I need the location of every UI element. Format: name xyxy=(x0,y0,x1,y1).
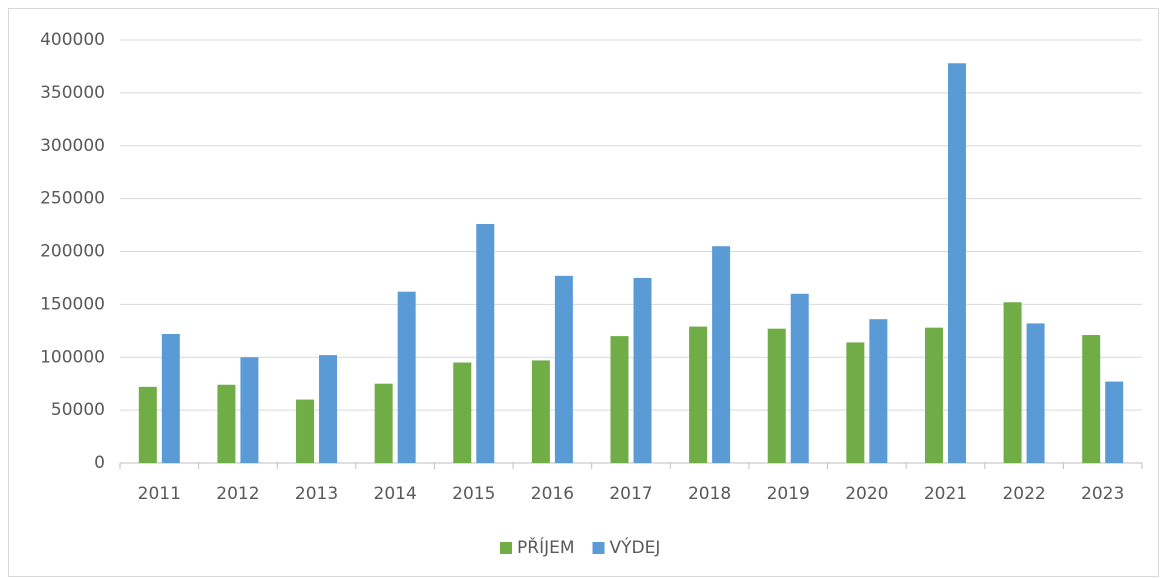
y-tick-label: 0 xyxy=(94,453,105,473)
x-tick-label: 2015 xyxy=(452,484,495,504)
bar xyxy=(296,399,315,463)
bar xyxy=(869,319,888,463)
bar xyxy=(947,63,966,463)
bar xyxy=(476,224,495,463)
bar xyxy=(397,291,416,463)
bar xyxy=(1105,381,1124,463)
bar xyxy=(767,328,786,463)
bar xyxy=(554,275,573,463)
x-tick-label: 2014 xyxy=(374,484,417,504)
x-tick-label: 2013 xyxy=(295,484,338,504)
y-tick-label: 200000 xyxy=(40,242,105,262)
y-tick-label: 50000 xyxy=(51,400,105,420)
legend-label: PŘÍJEM xyxy=(517,536,575,558)
bar xyxy=(1003,302,1022,463)
x-tick-label: 2020 xyxy=(845,484,888,504)
bar xyxy=(240,357,259,463)
bar xyxy=(1026,323,1045,463)
bar xyxy=(790,293,809,463)
legend-swatch xyxy=(592,542,605,554)
bar xyxy=(1082,335,1101,463)
y-tick-label: 400000 xyxy=(40,30,105,50)
legend-label: VÝDEJ xyxy=(610,536,661,558)
x-tick-label: 2017 xyxy=(609,484,652,504)
bar xyxy=(531,360,550,463)
x-tick-label: 2012 xyxy=(216,484,259,504)
bar xyxy=(924,327,943,463)
x-tick-label: 2011 xyxy=(138,484,181,504)
bar xyxy=(689,326,708,463)
x-tick-label: 2018 xyxy=(688,484,731,504)
x-tick-label: 2016 xyxy=(531,484,574,504)
bar xyxy=(712,246,731,463)
y-tick-label: 150000 xyxy=(40,294,105,314)
x-tick-label: 2023 xyxy=(1081,484,1124,504)
bar xyxy=(319,355,338,463)
y-tick-label: 100000 xyxy=(40,347,105,367)
bar xyxy=(138,386,157,463)
bar xyxy=(217,384,236,463)
bar xyxy=(161,333,180,463)
x-tick-label: 2021 xyxy=(924,484,967,504)
y-tick-label: 350000 xyxy=(40,83,105,103)
legend-swatch xyxy=(500,542,512,554)
x-tick-label: 2019 xyxy=(767,484,810,504)
y-tick-label: 300000 xyxy=(40,136,105,156)
chart-frame xyxy=(8,8,1159,577)
bar xyxy=(633,277,652,463)
bar xyxy=(374,383,393,463)
bar xyxy=(453,362,472,463)
bar xyxy=(610,336,629,463)
y-tick-label: 250000 xyxy=(40,189,105,209)
x-tick-label: 2022 xyxy=(1002,484,1045,504)
bar xyxy=(846,342,865,463)
